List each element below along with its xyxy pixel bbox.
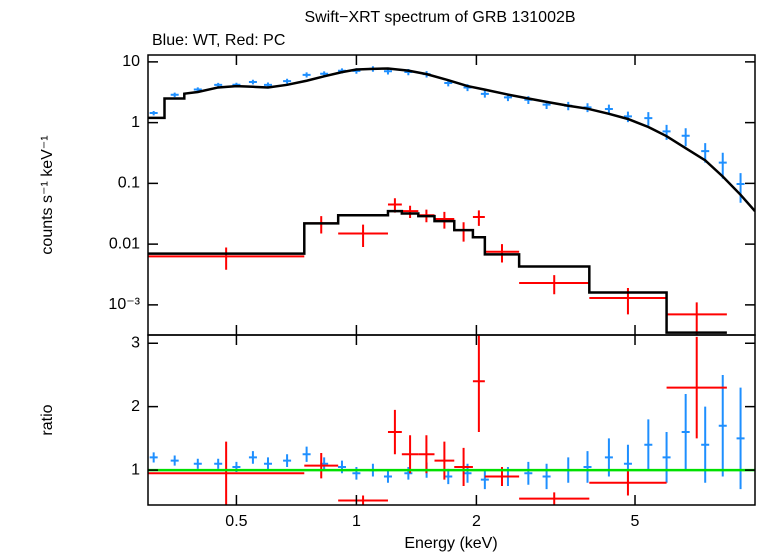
error-bar <box>263 457 272 471</box>
error-bar <box>418 435 435 474</box>
error-bar <box>589 470 667 496</box>
error-bar <box>583 451 592 483</box>
error-bar <box>248 451 257 464</box>
y-tick-label: 0.01 <box>109 235 140 252</box>
error-bar <box>480 90 489 98</box>
error-bar <box>170 92 179 98</box>
chart-subtitle: Blue: WT, Red: PC <box>152 32 285 49</box>
plot-frame <box>147 334 756 506</box>
x-tick-label: 2 <box>472 513 481 530</box>
error-bar <box>352 466 361 480</box>
error-bar <box>148 247 305 270</box>
error-bar <box>542 463 551 490</box>
error-bar <box>472 210 485 226</box>
y-tick-label: 1 <box>131 114 140 131</box>
error-bar <box>666 336 727 439</box>
y-tick-label: 10 <box>122 53 140 70</box>
error-bar <box>681 128 690 147</box>
error-bar <box>472 335 485 433</box>
error-bar <box>387 409 402 455</box>
error-bar <box>248 79 257 85</box>
error-bar <box>304 452 339 479</box>
error-bar <box>718 374 727 477</box>
error-bar <box>338 224 388 247</box>
model-line <box>148 209 727 334</box>
error-bar <box>644 112 653 126</box>
error-bar <box>434 441 455 480</box>
error-bar <box>148 441 305 505</box>
error-bar <box>170 455 179 466</box>
error-bar <box>338 495 388 505</box>
error-bar <box>519 492 590 505</box>
error-bar <box>401 205 419 218</box>
plot-area <box>148 66 755 335</box>
y-tick-label: 1 <box>131 461 140 478</box>
error-bar <box>302 72 311 78</box>
y-axis-label: ratio <box>39 404 56 435</box>
error-bar <box>302 446 311 462</box>
error-bar <box>337 460 346 474</box>
error-bar <box>383 470 392 483</box>
error-bar <box>283 454 292 467</box>
error-bar <box>149 452 158 463</box>
error-bar <box>193 458 202 469</box>
error-bar <box>454 222 473 242</box>
error-bar <box>736 387 745 490</box>
error-bar <box>444 468 453 485</box>
model-line <box>148 67 755 212</box>
error-bar <box>701 406 710 483</box>
error-bar <box>214 458 223 469</box>
error-bar <box>524 461 533 485</box>
error-bar <box>283 78 292 84</box>
plot-area <box>148 335 755 505</box>
error-bar <box>149 110 158 116</box>
error-bar <box>662 432 671 483</box>
error-bar <box>623 111 632 123</box>
error-bar <box>736 173 745 203</box>
error-bar <box>454 447 473 486</box>
x-tick-label: 5 <box>631 513 640 530</box>
error-bar <box>519 275 590 295</box>
x-tick-label: 0.5 <box>225 513 247 530</box>
x-axis-label: Energy (keV) <box>404 535 497 552</box>
chart-title: Swift−XRT spectrum of GRB 131002B <box>304 9 575 26</box>
x-tick-label: 1 <box>352 513 361 530</box>
error-bar <box>480 470 489 490</box>
error-bar <box>401 435 419 474</box>
y-tick-label: 3 <box>131 334 140 351</box>
error-bar <box>718 152 727 179</box>
error-bar <box>304 216 339 234</box>
y-axis-label: counts s⁻¹ keV⁻¹ <box>39 135 56 254</box>
y-tick-label: 10⁻³ <box>108 296 140 313</box>
error-bar <box>681 393 690 471</box>
error-bar <box>404 466 413 480</box>
y-tick-label: 0.1 <box>118 175 140 192</box>
y-tick-label: 2 <box>131 398 140 415</box>
error-bar <box>644 419 653 471</box>
error-bar <box>666 302 727 335</box>
